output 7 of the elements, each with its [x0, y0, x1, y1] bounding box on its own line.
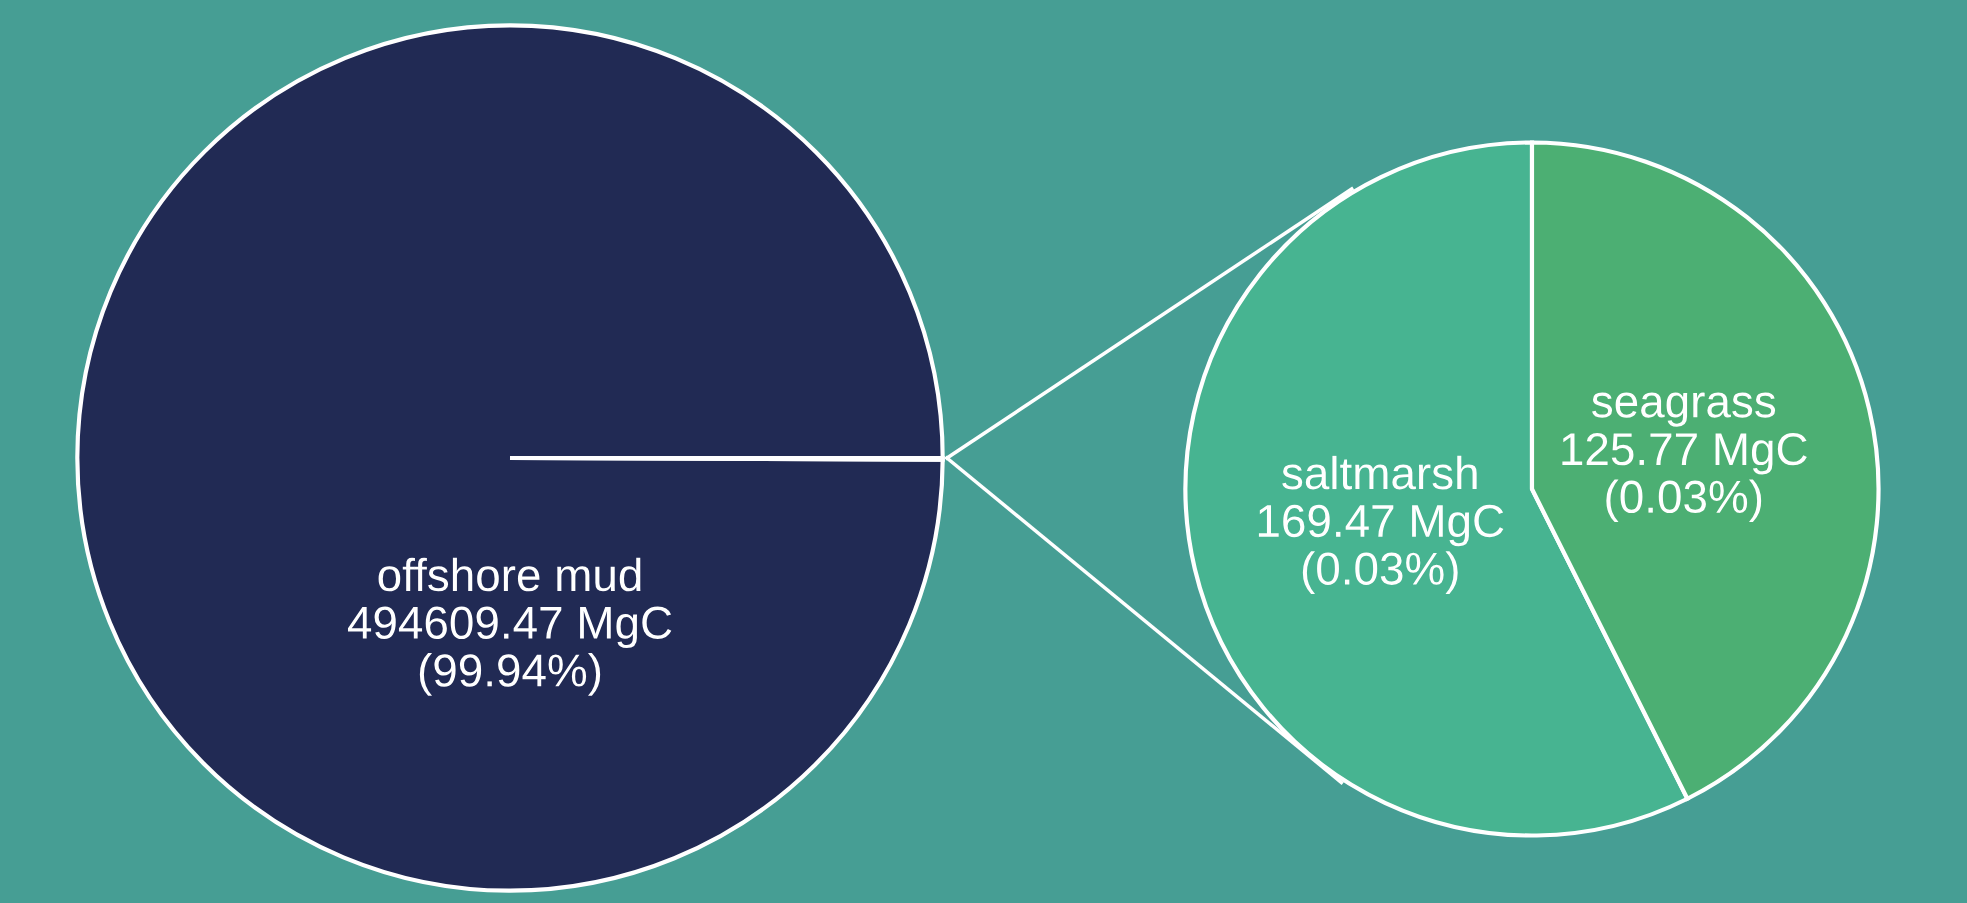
- data-label: 169.47 MgC (0.03%): [1258, 504, 1504, 594]
- slice-label: saltmarsh: [1282, 455, 1477, 490]
- data-label: 125.77 MgC (0.03%): [1562, 432, 1807, 523]
- slice-label: seagrass: [1592, 392, 1776, 427]
- slice-label: offshore mud: [378, 557, 641, 592]
- data-label: 494609.47 MgC (99.94%): [347, 606, 672, 696]
- pie-slice: [75, 23, 945, 893]
